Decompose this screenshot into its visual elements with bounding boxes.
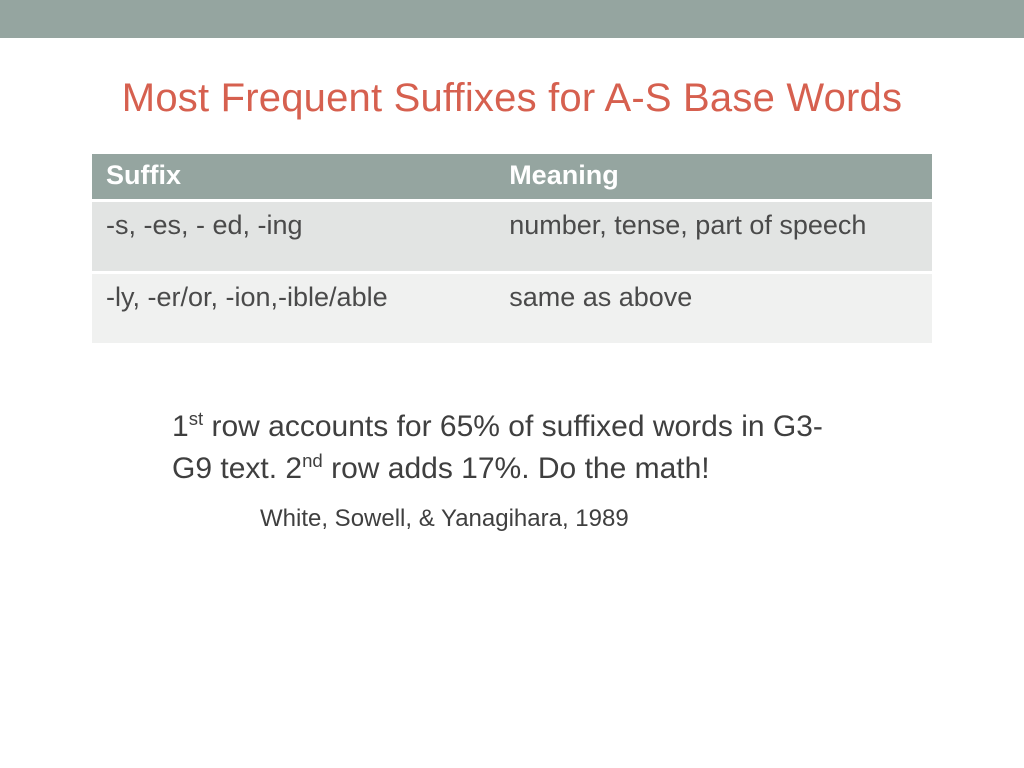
footnote-sup-st: st [189, 408, 203, 429]
column-header-meaning: Meaning [495, 154, 932, 199]
table-row: -ly, -er/or, -ion,-ible/able same as abo… [92, 274, 932, 343]
cell-suffix: -ly, -er/or, -ion,-ible/able [92, 274, 495, 343]
cell-suffix: -s, -es, - ed, -ing [92, 202, 495, 271]
footnote-part2-rest: row adds 17%. Do the math! [323, 452, 710, 485]
top-accent-bar [0, 0, 1024, 38]
cell-meaning: number, tense, part of speech [495, 202, 932, 271]
footnote-sup-nd: nd [302, 450, 323, 471]
footnote-part1-num: 1 [172, 410, 189, 443]
cell-meaning: same as above [495, 274, 932, 343]
table-row: -s, -es, - ed, -ing number, tense, part … [92, 202, 932, 271]
slide-title: Most Frequent Suffixes for A-S Base Word… [0, 76, 1024, 121]
table-header-row: Suffix Meaning [92, 154, 932, 199]
suffix-table: Suffix Meaning -s, -es, - ed, -ing numbe… [92, 151, 932, 346]
citation-text: White, Sowell, & Yanagihara, 1989 [260, 505, 1024, 533]
footnote-text: 1st row accounts for 65% of suffixed wor… [172, 406, 852, 489]
column-header-suffix: Suffix [92, 154, 495, 199]
